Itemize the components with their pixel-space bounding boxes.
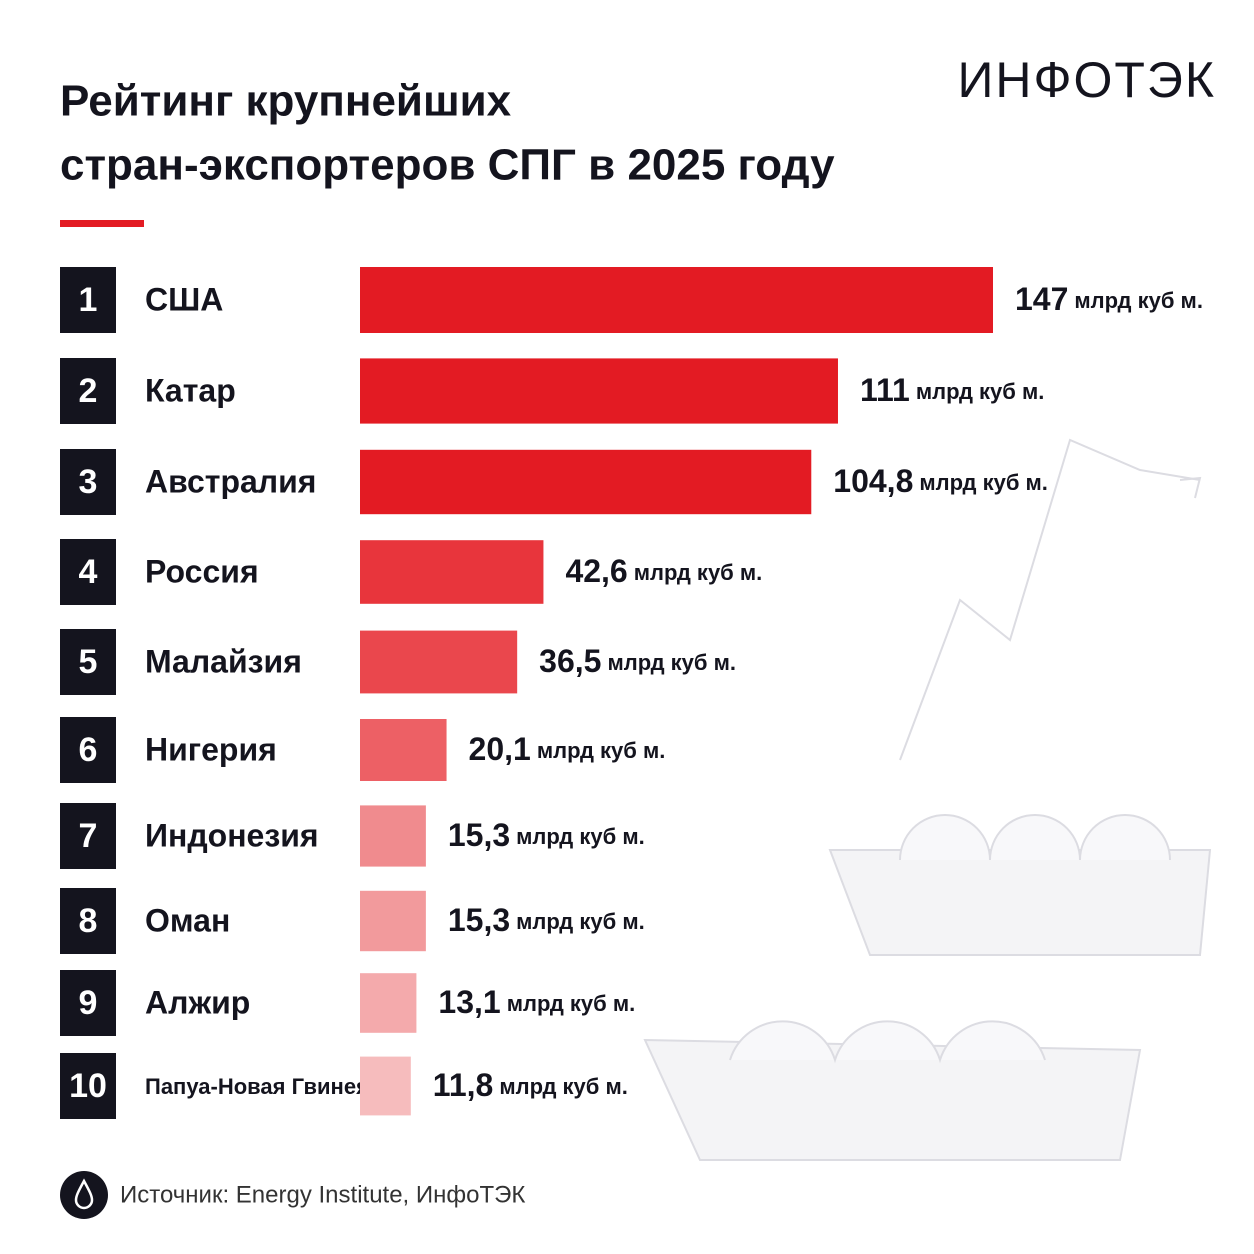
value-number: 104,8 xyxy=(833,463,913,499)
value-number: 15,3 xyxy=(448,817,510,853)
value-unit: млрд куб м. xyxy=(516,909,645,934)
value-number: 20,1 xyxy=(469,731,531,767)
category-label: Катар xyxy=(145,372,236,408)
value-label: 36,5 млрд куб м. xyxy=(539,643,736,679)
bar xyxy=(360,630,518,694)
value-number: 147 xyxy=(1015,281,1068,317)
rank: 8 xyxy=(79,902,98,940)
bar xyxy=(360,449,812,515)
bar xyxy=(360,890,426,952)
logo: ИНФОТЭК xyxy=(957,52,1216,108)
value-unit: млрд куб м. xyxy=(537,738,666,763)
value-unit: млрд куб м. xyxy=(507,991,636,1016)
category-label: Индонезия xyxy=(145,817,319,853)
rank-box xyxy=(60,1053,116,1119)
rank: 4 xyxy=(79,553,98,591)
value-label: 11,8 млрд куб м. xyxy=(433,1067,628,1103)
value-number: 42,6 xyxy=(565,553,627,589)
chart-title: стран-экспортеров СПГ в 2025 году xyxy=(60,141,835,190)
rank-box xyxy=(60,717,116,783)
source-icon xyxy=(60,1171,108,1219)
rank-box xyxy=(60,803,116,869)
bar xyxy=(360,267,993,333)
drop-icon xyxy=(74,1178,94,1210)
decoration xyxy=(643,438,1212,1161)
rank-box xyxy=(60,970,116,1036)
category-label: Нигерия xyxy=(145,731,277,767)
value-unit: млрд куб м. xyxy=(916,379,1045,404)
value-label: 20,1 млрд куб м. xyxy=(469,731,666,767)
source: Источник: Energy Institute, ИнфоТЭК xyxy=(120,1181,525,1208)
value-label: 147 млрд куб м. xyxy=(1015,281,1203,317)
bar xyxy=(360,719,447,781)
rank-box xyxy=(60,539,116,605)
category-label: США xyxy=(145,281,223,317)
category-label: Алжир xyxy=(145,984,250,1020)
value-unit: млрд куб м. xyxy=(1074,288,1203,313)
category-label: Австралия xyxy=(145,463,316,499)
value-unit: млрд куб м. xyxy=(634,560,763,585)
rank: 5 xyxy=(79,643,98,681)
chart-title: Рейтинг крупнейших xyxy=(60,77,512,126)
value-label: 104,8 млрд куб м. xyxy=(833,463,1048,499)
value-label: 15,3 млрд куб м. xyxy=(448,902,645,938)
value-label: 15,3 млрд куб м. xyxy=(448,817,645,853)
rank: 6 xyxy=(79,731,98,769)
bar xyxy=(360,1056,411,1116)
rank: 3 xyxy=(79,463,98,501)
value-number: 36,5 xyxy=(539,643,601,679)
rank: 7 xyxy=(79,817,98,855)
value-unit: млрд куб м. xyxy=(919,470,1048,495)
bar xyxy=(360,358,838,424)
rank: 1 xyxy=(79,281,98,319)
bar xyxy=(360,973,417,1033)
value-unit: млрд куб м. xyxy=(607,650,736,675)
rank-box xyxy=(60,267,116,333)
value-label: 42,6 млрд куб м. xyxy=(565,553,762,589)
rank: 9 xyxy=(79,984,98,1022)
category-label: Папуа-Новая Гвинея xyxy=(145,1074,369,1099)
rank-box xyxy=(60,449,116,515)
category-label: Малайзия xyxy=(145,643,302,679)
rank: 10 xyxy=(69,1067,107,1105)
value-number: 11,8 xyxy=(433,1067,494,1103)
value-unit: млрд куб м. xyxy=(516,824,645,849)
rank-box xyxy=(60,358,116,424)
category-label: Оман xyxy=(145,902,230,938)
value-number: 15,3 xyxy=(448,902,510,938)
rank-box xyxy=(60,629,116,695)
value-label: 111 млрд куб м. xyxy=(860,372,1044,408)
title-underline xyxy=(60,220,144,227)
bar xyxy=(360,805,426,867)
value-number: 13,1 xyxy=(438,984,500,1020)
rank: 2 xyxy=(79,372,98,410)
value-unit: млрд куб м. xyxy=(499,1074,628,1099)
value-label: 13,1 млрд куб м. xyxy=(438,984,635,1020)
rank-box xyxy=(60,888,116,954)
value-number: 111 xyxy=(860,372,910,408)
category-label: Россия xyxy=(145,553,259,589)
bar xyxy=(360,540,544,604)
